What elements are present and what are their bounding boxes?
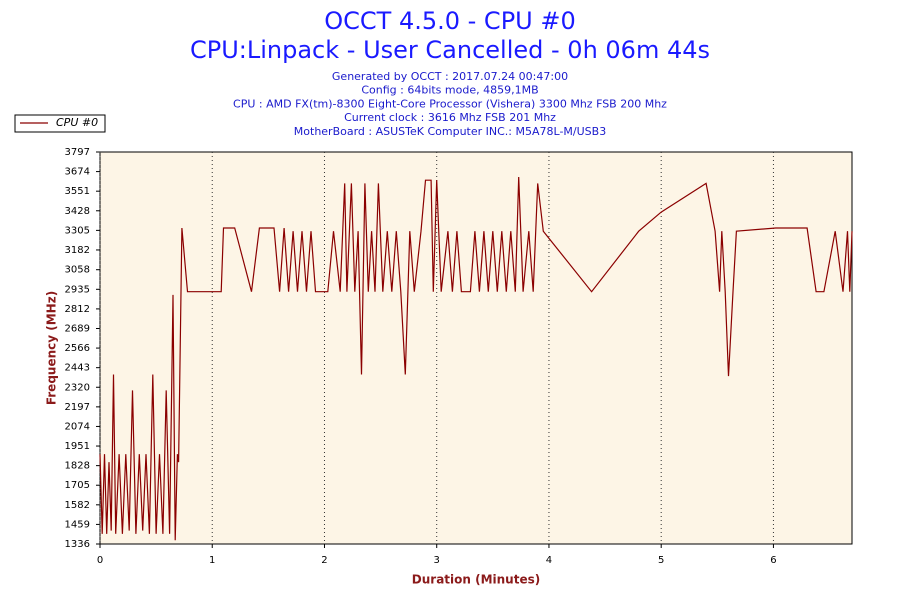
- x-tick-label: 4: [546, 555, 552, 566]
- y-tick-label: 3551: [65, 186, 90, 197]
- y-tick-label: 2689: [65, 323, 90, 334]
- data-line: [99, 176, 853, 541]
- y-tick-label: 3674: [65, 167, 90, 178]
- x-tick-label: 6: [770, 555, 776, 566]
- x-tick-label: 0: [97, 555, 103, 566]
- y-tick-label: 2074: [65, 421, 90, 432]
- y-tick-label: 3428: [65, 206, 90, 217]
- plot-area: [99, 151, 853, 545]
- y-tick-label: 1705: [65, 480, 90, 491]
- x-tick-label: 2: [321, 555, 327, 566]
- chart-title: OCCT 4.5.0 - CPU #0: [324, 7, 575, 35]
- x-tick-label: 3: [434, 555, 440, 566]
- y-tick-label: 2320: [65, 382, 90, 393]
- info-line: MotherBoard : ASUSTeK Computer INC.: M5A…: [294, 125, 606, 138]
- y-tick-label: 2812: [65, 304, 90, 315]
- y-tick-label: 3797: [65, 147, 90, 158]
- chart-subtitle: CPU:Linpack - User Cancelled - 0h 06m 44…: [190, 36, 710, 64]
- y-axis-label: Frequency (MHz): [45, 291, 59, 405]
- y-tick-label: 1459: [65, 519, 90, 530]
- x-tick-label: 1: [209, 555, 215, 566]
- y-tick-label: 1336: [65, 539, 90, 550]
- y-tick-label: 1951: [65, 441, 90, 452]
- y-tick-label: 2443: [65, 363, 90, 374]
- legend-box: [14, 114, 106, 133]
- legend-label: CPU #0: [56, 116, 98, 129]
- y-tick-label: 3182: [65, 245, 90, 256]
- y-tick-label: 2197: [65, 402, 90, 413]
- x-tick-label: 5: [658, 555, 664, 566]
- x-axis-label: Duration (Minutes): [412, 573, 540, 587]
- y-tick-label: 2566: [65, 343, 90, 354]
- y-tick-label: 2935: [65, 284, 90, 295]
- y-tick-label: 1828: [65, 461, 90, 472]
- info-line: Config : 64bits mode, 4859,1MB: [361, 84, 538, 97]
- info-line: Current clock : 3616 Mhz FSB 201 Mhz: [344, 111, 556, 124]
- info-line: CPU : AMD FX(tm)-8300 Eight-Core Process…: [233, 97, 667, 110]
- y-tick-label: 3305: [65, 225, 90, 236]
- y-tick-label: 1582: [65, 500, 90, 511]
- y-tick-label: 3058: [65, 265, 90, 276]
- info-line: Generated by OCCT : 2017.07.24 00:47:00: [332, 70, 568, 83]
